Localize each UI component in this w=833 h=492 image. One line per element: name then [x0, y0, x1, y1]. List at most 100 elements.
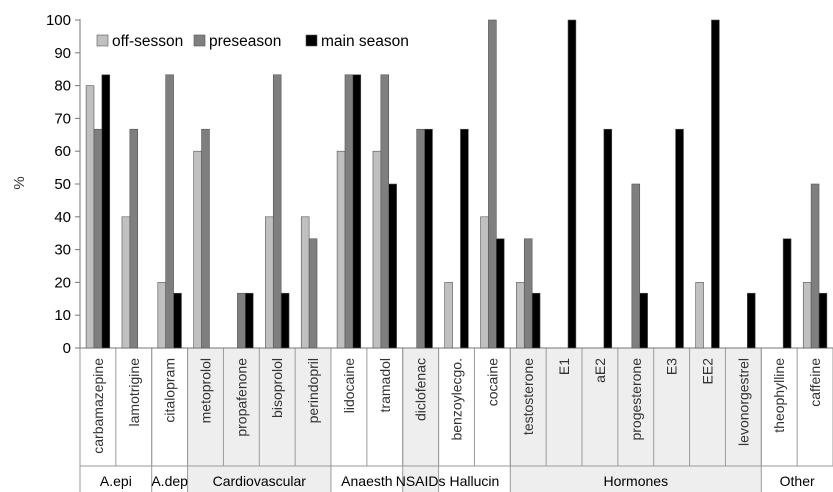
bar — [810, 183, 820, 349]
x-tick-label: bisoprolol — [269, 358, 285, 418]
bar — [488, 19, 497, 349]
bar — [711, 19, 720, 349]
bar — [480, 216, 489, 349]
y-tick-label: 100 — [46, 12, 71, 29]
bar — [603, 128, 613, 349]
group-shade — [402, 348, 439, 492]
bar — [523, 238, 533, 349]
x-tick-label: progesterone — [628, 358, 644, 441]
bar — [695, 282, 704, 349]
bar — [245, 292, 254, 349]
bar — [675, 128, 684, 349]
bar — [380, 74, 390, 349]
y-tick-label: 80 — [54, 78, 71, 95]
category-background-layer — [79, 348, 833, 492]
bar — [193, 150, 202, 349]
bar — [308, 238, 318, 349]
y-tick-label: 60 — [54, 143, 71, 160]
legend: off-sesson preseason main season — [96, 33, 409, 50]
legend-label: main season — [321, 33, 409, 50]
y-tick-label: 40 — [54, 209, 71, 226]
x-tick-label: diclofenac — [413, 358, 429, 421]
bars-layer — [85, 19, 828, 349]
bar — [173, 292, 182, 349]
bar — [531, 292, 541, 349]
bar — [93, 128, 103, 349]
bar — [101, 74, 111, 349]
group-shade — [510, 348, 762, 492]
y-tick-label: 30 — [54, 242, 71, 259]
bar — [388, 183, 397, 349]
x-tick-label: propafenone — [233, 358, 249, 437]
bar — [280, 292, 290, 349]
legend-swatch — [193, 34, 206, 47]
y-tick-label: 70 — [54, 110, 71, 127]
bar — [631, 183, 641, 349]
x-tick-label: tramadol — [377, 358, 393, 412]
bar — [639, 292, 648, 349]
x-tick-label: lidocaine — [341, 358, 357, 413]
x-tick-label: cocaine — [484, 358, 500, 406]
bar — [272, 74, 282, 349]
bar — [85, 85, 95, 349]
bar — [121, 216, 131, 349]
x-tick-label: lamotrigine — [126, 358, 142, 427]
group-label: A.dep — [151, 473, 188, 489]
bar — [265, 216, 274, 349]
bar — [300, 216, 310, 349]
group-labels: A.epi A.dep Cardiovascular Anaesth NSAIDs Hal… — [100, 473, 815, 489]
bar — [129, 128, 139, 349]
group-shade — [151, 348, 188, 492]
y-tick-label: 20 — [54, 274, 71, 291]
y-axis-label: % — [11, 176, 28, 189]
x-axis-labels: carbamazepine lamotrigine citalopram metopr… — [90, 358, 823, 454]
x-tick-label: E3 — [664, 358, 680, 375]
legend-swatch — [96, 34, 109, 47]
bar — [802, 282, 812, 349]
group-label: Cardiovascular — [213, 473, 307, 489]
y-tick-label: 90 — [54, 45, 71, 62]
bar — [424, 128, 433, 349]
bar — [352, 74, 362, 349]
legend-label: preseason — [209, 33, 281, 50]
x-tick-label: benzoylecgo. — [449, 358, 465, 441]
legend-label: off-sesson — [112, 33, 183, 50]
bar — [201, 128, 210, 349]
x-tick-label: aE2 — [592, 358, 608, 383]
bar — [344, 74, 354, 349]
group-label: NSAIDs — [396, 473, 446, 489]
x-tick-label: theophylline — [771, 358, 787, 433]
x-tick-label: testosterone — [520, 358, 536, 435]
x-tick-label: EE2 — [700, 358, 716, 385]
bar — [516, 282, 525, 349]
x-tick-label: levonorgestrel — [735, 358, 751, 446]
bar — [782, 238, 792, 349]
bar — [460, 128, 469, 349]
x-tick-label: metoprolol — [198, 358, 214, 423]
bar — [157, 282, 166, 349]
bar — [237, 292, 246, 349]
bar — [416, 128, 425, 349]
bar — [818, 292, 828, 349]
bar — [444, 282, 453, 349]
y-tick-label: 0 — [63, 340, 71, 357]
bar — [165, 74, 174, 349]
bar — [372, 150, 382, 349]
x-tick-label: caffeine — [807, 358, 823, 407]
bar — [747, 292, 756, 349]
group-label: Hormones — [603, 473, 668, 489]
bar — [496, 238, 505, 349]
y-tick-label: 50 — [54, 176, 71, 193]
legend-swatch — [305, 34, 318, 47]
group-label: Other — [780, 473, 815, 489]
group-label: Hallucin — [450, 473, 500, 489]
group-label: Anaesth — [341, 473, 392, 489]
x-tick-label: perindopril — [305, 358, 321, 423]
bar — [336, 150, 346, 349]
group-label: A.epi — [100, 473, 132, 489]
x-tick-label: E1 — [556, 358, 572, 375]
bar — [567, 19, 577, 349]
x-tick-label: citalopram — [162, 358, 178, 423]
y-tick-label: 10 — [54, 307, 71, 324]
